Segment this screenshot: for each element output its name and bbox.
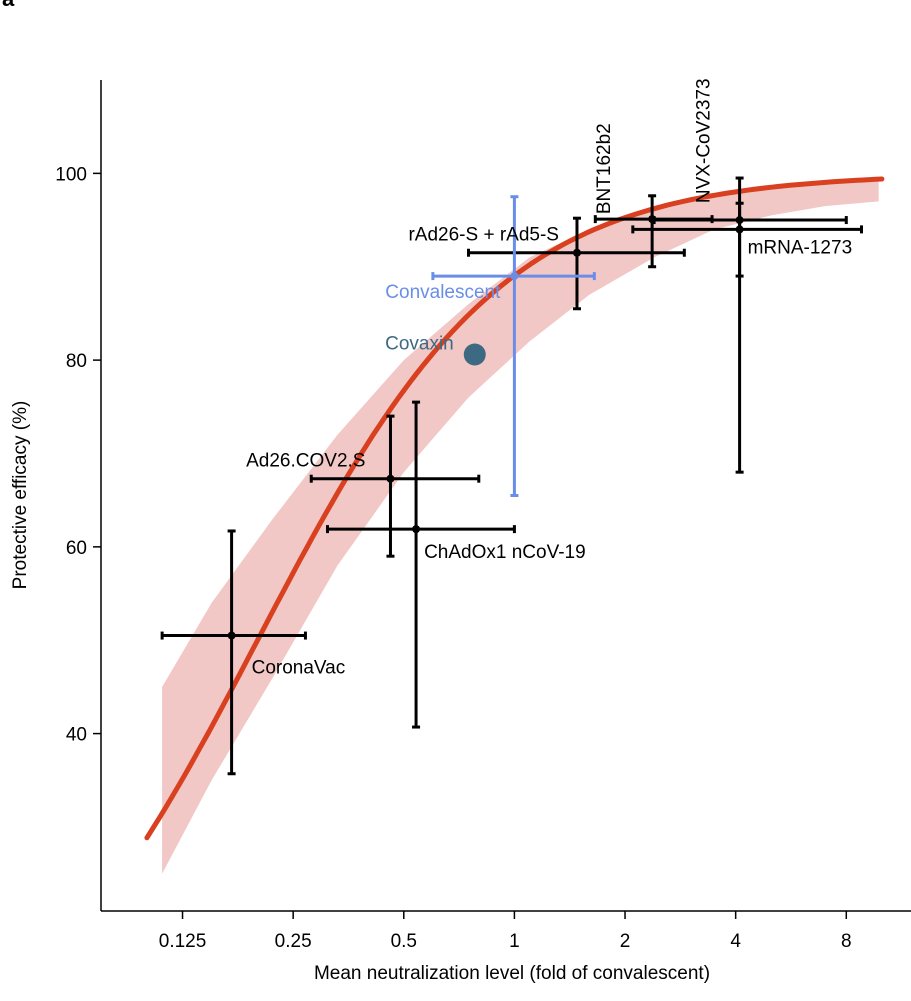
data-label: mRNA-1273 (748, 237, 853, 258)
x-tick-label: 0.25 (275, 931, 312, 952)
data-label: Covaxin (385, 334, 454, 355)
point-rad26-s-rad5-s-point (572, 248, 581, 257)
x-tick-label: 2 (620, 931, 631, 952)
x-tick-label: 8 (841, 931, 852, 952)
x-tick-label: 0.125 (159, 931, 207, 952)
confidence-band-layer (162, 179, 879, 874)
x-tick-label: 0.5 (391, 931, 417, 952)
data-label: NVX-CoV2373 (694, 78, 715, 203)
data-label: CoronaVac (252, 658, 346, 679)
panel-label: a (2, 0, 15, 11)
labels-layer: CoronaVac Ad26.COV2.S ChAdOx1 nCoV-19 rAd26… (246, 78, 852, 678)
confidence-band (162, 179, 879, 874)
data-label: BNT162b2 (594, 123, 615, 214)
point-mrna-1273-point (735, 225, 744, 234)
point-coronavac-point (227, 631, 236, 640)
y-tick-label: 40 (66, 725, 87, 746)
point-chadox1-ncov-19-point (412, 525, 421, 534)
point-convalescent-point (510, 272, 519, 281)
data-label: rAd26-S + rAd5-S (408, 225, 559, 246)
data-label: Ad26.COV2.S (246, 451, 365, 472)
data-label: ChAdOx1 nCoV-19 (424, 542, 586, 563)
y-axis-title: Protective efficacy (%) (10, 401, 31, 590)
y-tick-label: 80 (66, 351, 87, 372)
data-points-layer (160, 176, 863, 776)
x-axis-title: Mean neutralization level (fold of conva… (314, 963, 710, 984)
point-covaxin (463, 343, 486, 366)
x-tick-label: 1 (509, 931, 520, 952)
y-tick-label: 100 (55, 164, 87, 185)
x-tick-label: 4 (730, 931, 741, 952)
data-label: Convalescent (385, 282, 501, 303)
y-tick-label: 60 (66, 538, 87, 559)
axes: 0.125 0.25 0.5 1 2 4 8 40 60 80 100 (55, 80, 911, 952)
point-ad26-cov2-s-point (386, 474, 395, 483)
